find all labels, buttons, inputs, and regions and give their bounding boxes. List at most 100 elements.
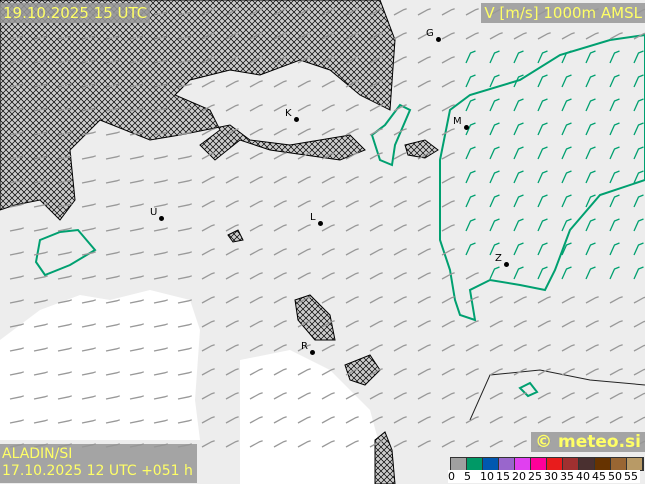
wind-barb	[441, 224, 455, 232]
wind-barb	[57, 203, 72, 208]
wind-barb	[177, 11, 192, 16]
wind-barb	[249, 392, 263, 400]
wind-barb	[153, 131, 168, 136]
wind-barb	[537, 74, 548, 88]
legend-tick: 40	[576, 470, 590, 483]
wind-barb	[513, 98, 524, 112]
wind-barb	[297, 8, 311, 16]
wind-barb	[201, 8, 215, 16]
wind-barb	[297, 56, 311, 64]
wind-barb	[417, 200, 431, 208]
wind-barb	[225, 296, 239, 304]
wind-barb	[609, 368, 623, 376]
wind-barb	[537, 98, 548, 112]
wind-barb	[153, 347, 168, 352]
wind-barb	[153, 179, 168, 184]
wind-barb	[609, 170, 620, 184]
wind-barb	[465, 146, 476, 160]
wind-barb	[513, 242, 524, 256]
wind-barb	[33, 203, 48, 208]
wind-barb	[321, 128, 335, 136]
wind-barb	[105, 59, 120, 64]
sea-area	[240, 350, 390, 484]
wind-barb	[225, 200, 239, 208]
model-name: ALADIN/SI	[2, 446, 73, 462]
wind-barb	[177, 371, 192, 376]
wind-barb	[465, 218, 476, 232]
wind-barb	[201, 56, 215, 64]
wind-barb	[393, 368, 407, 376]
wind-barb	[177, 275, 192, 280]
wind-barb	[129, 347, 144, 352]
wind-barb	[633, 416, 645, 424]
wind-barb	[225, 128, 239, 136]
wind-barb	[369, 248, 383, 256]
wind-barb	[393, 296, 407, 304]
wind-barb	[609, 32, 623, 40]
wind-barb	[633, 170, 644, 184]
wind-barb	[273, 248, 287, 256]
wind-barb	[609, 74, 620, 88]
wind-barb	[33, 107, 48, 112]
wind-barb	[9, 179, 24, 184]
wind-barb	[81, 371, 96, 376]
wind-barb	[513, 416, 527, 424]
wind-barb	[129, 107, 144, 112]
wind-barb	[393, 32, 407, 40]
wind-barb	[537, 242, 548, 256]
wind-barb	[489, 32, 503, 40]
wind-barb	[153, 107, 168, 112]
wind-barb	[297, 32, 311, 40]
wind-barb	[369, 320, 383, 328]
city-label: R	[301, 341, 308, 352]
wind-barb	[537, 296, 551, 304]
wind-barb	[417, 56, 431, 64]
wind-barb	[9, 323, 24, 328]
wind-barb	[633, 32, 645, 40]
legend-swatch	[515, 458, 531, 470]
wind-barb	[129, 251, 144, 256]
wind-barb	[465, 320, 479, 328]
wind-barb	[129, 155, 144, 160]
wind-barb	[129, 227, 144, 232]
wind-barb	[321, 8, 335, 16]
wind-barb	[537, 368, 551, 376]
legend-swatch	[611, 458, 627, 470]
city-dot	[293, 117, 299, 122]
wind-barb	[201, 32, 215, 40]
wind-barb	[273, 32, 287, 40]
wind-barb	[393, 200, 407, 208]
wind-barb	[33, 131, 48, 136]
wind-barb	[321, 344, 335, 352]
wind-barb	[57, 371, 72, 376]
wind-barb	[33, 83, 48, 88]
city-marker: L	[310, 212, 323, 226]
wind-barb	[489, 194, 500, 208]
wind-barb	[417, 32, 431, 40]
wind-barb	[465, 32, 479, 40]
wind-barb	[609, 98, 620, 112]
wind-barb	[609, 266, 620, 280]
wind-barb	[465, 296, 479, 304]
wind-barb	[633, 146, 644, 160]
wind-barb	[345, 152, 359, 160]
wind-barb	[393, 8, 407, 16]
wind-barb	[441, 80, 455, 88]
wind-barb	[33, 227, 48, 232]
wind-barb	[57, 227, 72, 232]
precip-area-hatched	[294, 294, 336, 341]
legend-tick: 35	[560, 470, 574, 483]
wind-barb	[345, 392, 359, 400]
wind-barb	[417, 104, 431, 112]
wind-barb	[105, 299, 120, 304]
wind-barb	[537, 320, 551, 328]
wind-barb	[273, 128, 287, 136]
wind-barb	[129, 203, 144, 208]
wind-barb	[249, 224, 263, 232]
wind-barb	[561, 50, 572, 64]
wind-barb	[81, 131, 96, 136]
wind-barb	[441, 128, 455, 136]
wind-barb	[273, 272, 287, 280]
wind-barb	[633, 122, 644, 136]
wind-barb	[57, 35, 72, 40]
